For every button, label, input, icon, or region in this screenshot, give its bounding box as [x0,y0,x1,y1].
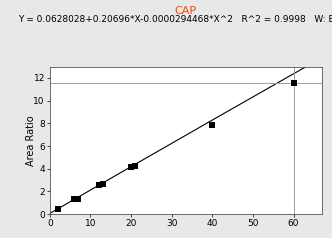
Point [210,123,215,126]
Point [132,164,138,168]
Point [76,197,81,201]
Point [71,197,77,201]
Point [55,207,60,211]
Point [100,182,105,186]
Text: Y = 0.0628028+0.20696*X-0.0000294468*X^2   R^2 = 0.9998   W: Equal: Y = 0.0628028+0.20696*X-0.0000294468*X^2… [18,15,332,25]
Text: CAP: CAP [175,6,197,16]
Y-axis label: Area Ratio: Area Ratio [26,115,36,166]
Point [291,81,296,85]
Point [96,183,101,187]
Point [128,165,134,169]
